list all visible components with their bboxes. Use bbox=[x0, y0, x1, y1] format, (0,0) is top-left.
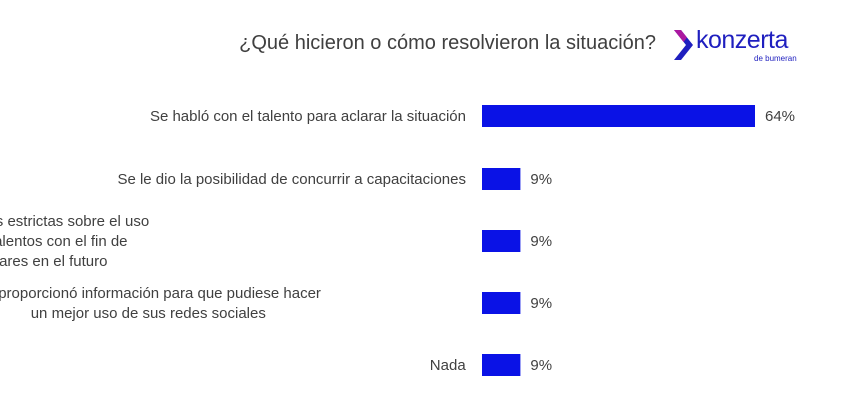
logo-subtext: de bumeran bbox=[754, 54, 797, 63]
category-label-4: Se proporcionó información para que pudi… bbox=[0, 285, 321, 322]
value-label-2: 9% bbox=[530, 171, 552, 188]
konzerta-logo: konzerta de bumeran bbox=[670, 22, 820, 72]
category-label-3: Se implementaron políticas más estrictas… bbox=[0, 213, 149, 270]
bar-4 bbox=[482, 292, 521, 314]
konzerta-chevron-icon bbox=[674, 30, 693, 60]
chart-title: ¿Qué hicieron o cómo resolvieron la situ… bbox=[239, 32, 656, 54]
labels-layer: 64% Se habló con el talento para aclarar … bbox=[0, 108, 795, 374]
bar-3 bbox=[482, 230, 521, 252]
category-label-5: Nada bbox=[430, 357, 467, 374]
category-label-2: Se le dio la posibilidad de concurrir a … bbox=[117, 171, 466, 188]
logo-wordmark: konzerta bbox=[696, 26, 788, 54]
bar-1 bbox=[482, 105, 755, 127]
value-label-4: 9% bbox=[530, 295, 552, 312]
bars-layer bbox=[482, 105, 755, 376]
bar-2 bbox=[482, 168, 521, 190]
value-label-5: 9% bbox=[530, 357, 552, 374]
value-label-3: 9% bbox=[530, 233, 552, 250]
bar-5 bbox=[482, 354, 521, 376]
category-label-1: Se habló con el talento para aclarar la … bbox=[150, 108, 466, 125]
value-label-1: 64% bbox=[765, 108, 795, 125]
